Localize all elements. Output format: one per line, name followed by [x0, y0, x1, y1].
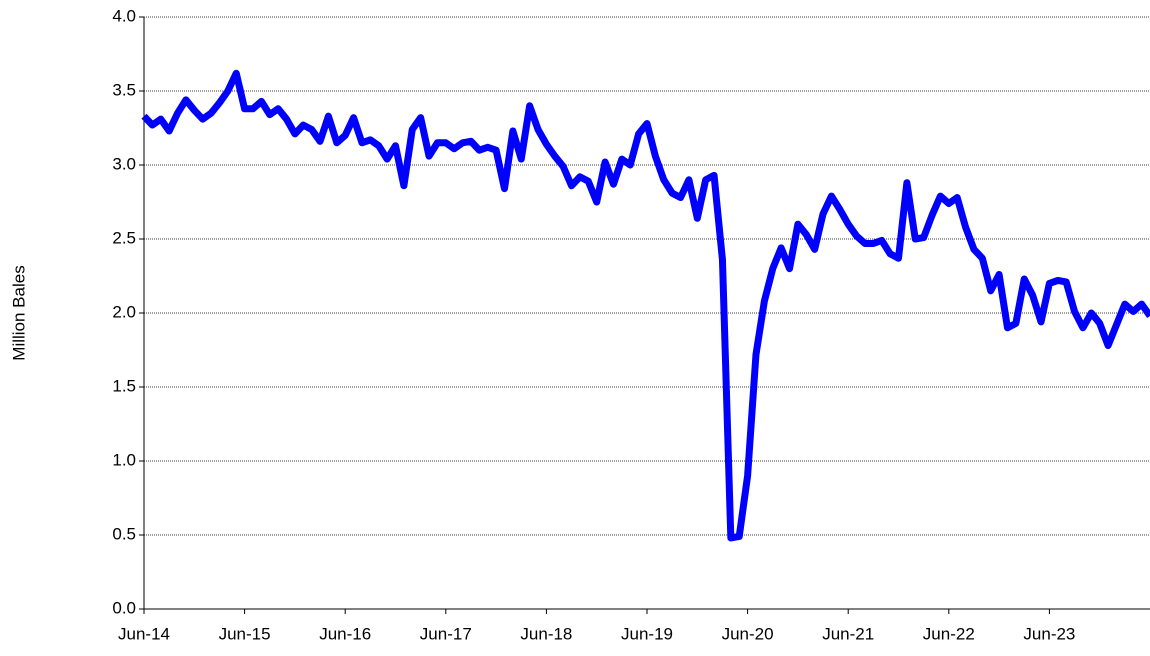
y-tick-label: 2.5	[112, 228, 136, 247]
x-tick-label: Jun-21	[822, 624, 874, 643]
y-tick-label: 1.0	[112, 450, 136, 469]
y-axis-label: Million Bales	[9, 265, 28, 360]
y-tick-label: 0.5	[112, 524, 136, 543]
y-tick-label: 1.5	[112, 376, 136, 395]
line-series	[141, 69, 1150, 542]
x-tick-label: Jun-14	[118, 624, 170, 643]
y-tick-label: 2.0	[112, 302, 136, 321]
x-tick-label: Jun-20	[722, 624, 774, 643]
y-tick-label: 0.0	[112, 598, 136, 617]
x-tick-label: Jun-19	[621, 624, 673, 643]
x-tick-label: Jun-18	[520, 624, 572, 643]
x-tick-label: Jun-16	[319, 624, 371, 643]
x-tick-label: Jun-22	[923, 624, 975, 643]
x-tick-label: Jun-23	[1023, 624, 1075, 643]
y-tick-label: 3.5	[112, 80, 136, 99]
y-tick-label: 4.0	[112, 6, 136, 25]
x-tick-label: Jun-15	[219, 624, 271, 643]
y-tick-label: 3.0	[112, 154, 136, 173]
x-tick-label: Jun-17	[420, 624, 472, 643]
